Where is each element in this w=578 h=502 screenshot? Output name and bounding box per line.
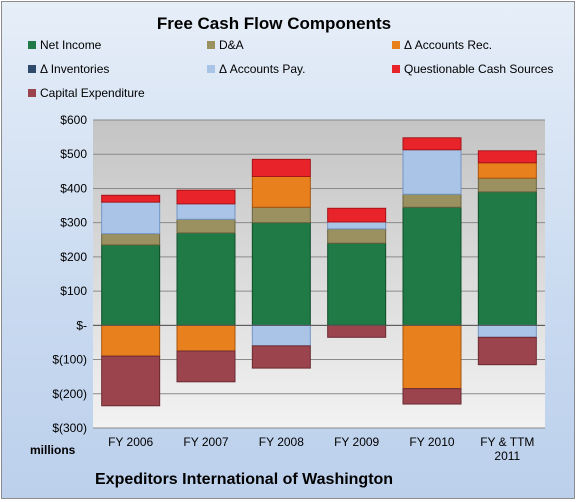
bar-segment	[402, 324, 462, 390]
legend-label: D&A	[219, 38, 244, 52]
bar-segment	[477, 191, 537, 326]
bar-segment	[176, 189, 236, 205]
x-tick-label: FY 2007	[183, 435, 228, 449]
y-tick-label: $(300)	[52, 421, 87, 435]
plot-area	[93, 120, 545, 428]
legend-label: Δ Accounts Rec.	[404, 38, 493, 52]
bar-segment	[101, 201, 161, 235]
bar-segment	[327, 242, 387, 326]
legend-label: Questionable Cash Sources	[404, 62, 554, 76]
legend-swatch	[207, 40, 215, 49]
y-tick-label: $(100)	[52, 353, 87, 367]
legend-label: Δ Accounts Pay.	[219, 62, 306, 76]
y-tick-label: $400	[60, 181, 87, 195]
legend-item: Δ Accounts Rec.	[392, 38, 492, 54]
company-name: Expeditors International of Washington	[95, 471, 394, 488]
bar-segment	[402, 137, 462, 151]
bar-segment	[327, 207, 387, 223]
x-tick-line: 2011	[494, 449, 520, 463]
bar-segment	[176, 324, 236, 352]
x-tick-label: FY 2009	[334, 435, 379, 449]
legend-item: D&A	[207, 38, 244, 54]
legend-swatch	[28, 40, 36, 49]
x-tick-label: FY & TTM 2011	[480, 435, 534, 463]
bar-segment	[251, 222, 311, 326]
bar-segment	[101, 244, 161, 326]
bar-segment	[251, 206, 311, 224]
legend-label: Δ Inventories	[40, 62, 110, 76]
x-tick-label: FY 2010	[409, 435, 454, 449]
legend-item: Δ Inventories	[28, 62, 109, 78]
bar-segment	[327, 221, 387, 230]
legend-swatch	[28, 88, 36, 97]
bar-segment	[176, 203, 236, 220]
x-tick-label: FY 2008	[259, 435, 304, 449]
bar-segment	[101, 355, 161, 407]
bar-segment	[477, 336, 537, 366]
y-tick-label: $100	[60, 284, 87, 298]
legend-item: Δ Accounts Pay.	[207, 62, 306, 78]
units-label: millions	[30, 443, 76, 457]
bar-segment	[327, 324, 387, 338]
bar-segment	[101, 324, 161, 357]
x-tick-line: FY 2009	[334, 435, 379, 449]
x-tick-line: FY 2006	[108, 435, 153, 449]
bar-segment	[327, 228, 387, 244]
legend-item: Net Income	[28, 38, 101, 54]
y-tick-label: $200	[60, 250, 87, 264]
y-tick-label: $500	[60, 147, 87, 161]
y-tick-label: $-	[76, 318, 87, 332]
bar-segment	[402, 206, 462, 326]
x-tick-line: FY 2008	[259, 435, 304, 449]
x-tick-line: FY 2010	[409, 435, 454, 449]
legend-swatch	[392, 40, 400, 49]
bar-segment	[251, 324, 311, 347]
bar-segment	[251, 158, 311, 177]
legend-item: Capital Expenditure	[28, 86, 145, 102]
bar-segment	[251, 175, 311, 208]
bar-segment	[251, 345, 311, 369]
y-tick-label: $(200)	[52, 387, 87, 401]
legend-item: Questionable Cash Sources	[392, 62, 553, 78]
y-tick-label: $600	[60, 113, 87, 127]
legend-swatch	[28, 64, 36, 73]
bar-segment	[477, 177, 537, 193]
bar-segment	[101, 233, 161, 246]
legend-swatch	[207, 64, 215, 73]
bar-segment	[477, 162, 537, 179]
chart-title: Free Cash Flow Components	[156, 14, 392, 33]
legend-label: Capital Expenditure	[40, 86, 145, 100]
bar-segment	[176, 232, 236, 326]
bar-segment	[402, 388, 462, 405]
bar-segment	[176, 218, 236, 234]
x-tick-label: FY 2006	[108, 435, 153, 449]
legend-swatch	[392, 64, 400, 73]
x-tick-line: FY 2007	[183, 435, 228, 449]
bar-segment	[101, 194, 161, 203]
legend-label: Net Income	[40, 38, 102, 52]
bar-segment	[176, 350, 236, 383]
y-tick-label: $300	[60, 216, 87, 230]
bar-segment	[477, 150, 537, 164]
bar-segment	[402, 193, 462, 208]
x-tick-line: FY & TTM	[480, 435, 534, 449]
bar-segment	[402, 149, 462, 195]
bar-segment	[477, 324, 537, 338]
